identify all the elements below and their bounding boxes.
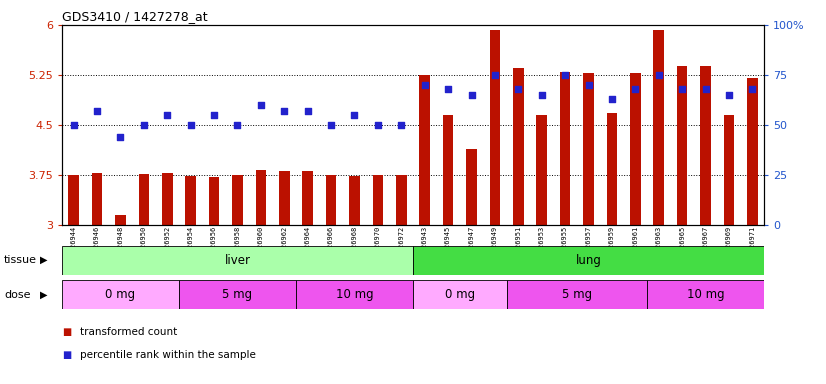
Point [535, 92, 548, 98]
Point [722, 92, 735, 98]
Text: 10 mg: 10 mg [686, 288, 724, 301]
Point [746, 86, 759, 92]
Text: 10 mg: 10 mg [335, 288, 373, 301]
Text: ▶: ▶ [40, 255, 47, 265]
Bar [185, 176, 196, 225]
Point [605, 96, 619, 102]
Text: 0 mg: 0 mg [444, 288, 475, 301]
Point [230, 122, 244, 128]
Bar [396, 175, 406, 225]
Bar [413, 246, 764, 275]
Bar [69, 175, 79, 225]
Bar [420, 75, 430, 225]
Text: ▶: ▶ [40, 290, 47, 300]
Text: tissue: tissue [4, 255, 37, 265]
Bar [676, 66, 687, 225]
Point [348, 112, 361, 118]
Point [395, 122, 408, 128]
Text: liver: liver [225, 254, 250, 266]
Bar [583, 73, 594, 225]
Bar [653, 30, 664, 225]
Bar [325, 175, 336, 225]
Bar [413, 280, 506, 309]
Point [137, 122, 150, 128]
Point [301, 108, 314, 114]
Bar [209, 177, 220, 225]
Point [699, 86, 712, 92]
Bar [302, 171, 313, 225]
Point [582, 82, 595, 88]
Bar [506, 280, 647, 309]
Point [441, 86, 454, 92]
Bar [139, 174, 150, 225]
Bar [700, 66, 711, 225]
Point [114, 134, 127, 140]
Point [558, 72, 572, 78]
Bar [62, 280, 179, 309]
Point [418, 82, 431, 88]
Bar [443, 116, 453, 225]
Bar [373, 175, 383, 225]
Point [90, 108, 104, 114]
Bar [466, 149, 477, 225]
Point [676, 86, 689, 92]
Point [372, 122, 385, 128]
Bar [296, 280, 413, 309]
Bar [349, 176, 360, 225]
Point [325, 122, 338, 128]
Text: transformed count: transformed count [80, 327, 178, 337]
Point [278, 108, 291, 114]
Point [254, 102, 268, 108]
Bar [92, 173, 102, 225]
Point [511, 86, 525, 92]
Text: ■: ■ [62, 327, 71, 337]
Text: 5 mg: 5 mg [222, 288, 253, 301]
Point [67, 122, 80, 128]
Point [207, 112, 221, 118]
Bar [560, 71, 571, 225]
Bar [536, 115, 547, 225]
Bar [255, 170, 266, 225]
Bar [490, 30, 501, 225]
Bar [606, 113, 617, 225]
Bar [647, 280, 764, 309]
Bar [115, 215, 126, 225]
Bar [62, 246, 413, 275]
Point [488, 72, 501, 78]
Point [160, 112, 173, 118]
Text: 5 mg: 5 mg [562, 288, 592, 301]
Point [184, 122, 197, 128]
Point [652, 72, 665, 78]
Bar [630, 73, 641, 225]
Text: ■: ■ [62, 350, 71, 360]
Point [465, 92, 478, 98]
Text: dose: dose [4, 290, 31, 300]
Bar [513, 68, 524, 225]
Text: 0 mg: 0 mg [106, 288, 135, 301]
Bar [724, 115, 734, 225]
Point [629, 86, 642, 92]
Text: percentile rank within the sample: percentile rank within the sample [80, 350, 256, 360]
Bar [279, 171, 290, 225]
Bar [162, 174, 173, 225]
Text: lung: lung [576, 254, 601, 266]
Text: GDS3410 / 1427278_at: GDS3410 / 1427278_at [62, 10, 207, 23]
Bar [747, 78, 757, 225]
Bar [232, 175, 243, 225]
Bar [179, 280, 296, 309]
